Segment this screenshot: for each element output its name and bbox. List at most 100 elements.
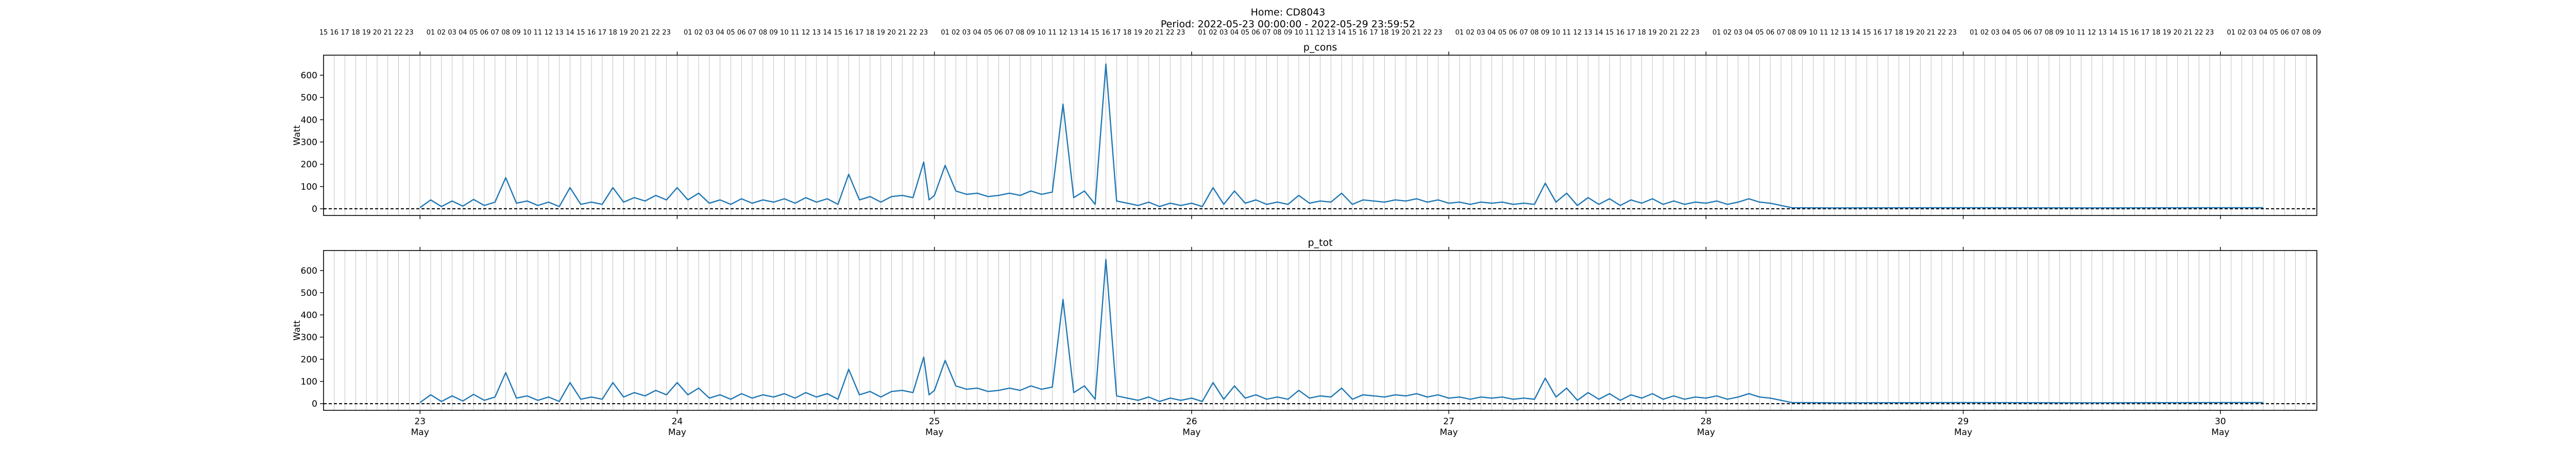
y-tick-label: 300 <box>301 332 317 343</box>
hour-tick-label: 01 <box>684 29 692 37</box>
hour-tick-label: 19 <box>362 29 371 37</box>
hour-tick-label: 14 <box>1852 29 1860 37</box>
hour-tick-label: 17 <box>855 29 864 37</box>
hour-tick-label: 17 <box>1369 29 1378 37</box>
series-line <box>419 63 2263 209</box>
hour-tick-label: 10 <box>523 29 532 37</box>
y-tick-label: 100 <box>301 377 317 387</box>
hour-tick-label: 05 <box>469 29 478 37</box>
y-tick-label: 600 <box>301 266 317 276</box>
hour-tick-label: 19 <box>876 29 885 37</box>
hour-tick-label: 06 <box>1509 29 1518 37</box>
hour-tick-label: 06 <box>480 29 489 37</box>
hour-tick-label: 23 <box>662 29 671 37</box>
hour-tick-label: 08 <box>1787 29 1796 37</box>
hour-tick-label: 03 <box>962 29 971 37</box>
hour-tick-label: 06 <box>1766 29 1775 37</box>
hour-tick-label: 20 <box>887 29 896 37</box>
x-tick-day-label: 28 <box>1701 417 1712 427</box>
hour-tick-label: 12 <box>1316 29 1325 37</box>
hour-tick-label: 18 <box>1123 29 1132 37</box>
hour-tick-label: 23 <box>405 29 414 37</box>
hour-tick-label: 07 <box>2034 29 2043 37</box>
hour-tick-label: 01 <box>427 29 435 37</box>
hour-tick-label: 15 <box>1348 29 1357 37</box>
hour-tick-label: 21 <box>898 29 907 37</box>
hour-tick-label: 21 <box>1927 29 1936 37</box>
hour-tick-label: 13 <box>1841 29 1850 37</box>
y-tick-label: 500 <box>301 93 317 103</box>
hour-tick-label: 13 <box>812 29 821 37</box>
hour-tick-label: 18 <box>1637 29 1646 37</box>
hour-tick-label: 20 <box>1402 29 1411 37</box>
hour-tick-label: 18 <box>2152 29 2161 37</box>
hour-tick-label: 02 <box>952 29 960 37</box>
hour-tick-label: 08 <box>501 29 510 37</box>
hour-tick-label: 01 <box>1970 29 1978 37</box>
hour-tick-label: 18 <box>351 29 360 37</box>
hour-tick-label: 16 <box>330 29 339 37</box>
hour-tick-label: 12 <box>1831 29 1839 37</box>
y-tick-label: 300 <box>301 137 317 147</box>
y-axis-label: Watt <box>292 320 302 341</box>
x-tick-month-label: May <box>925 427 943 438</box>
hour-tick-label: 16 <box>1616 29 1625 37</box>
hour-tick-label: 17 <box>598 29 607 37</box>
chart-panel-p_tot: p_tot0100200300400500600Watt23May24May25… <box>292 237 2317 438</box>
hour-tick-label: 21 <box>1412 29 1421 37</box>
hour-tick-label: 12 <box>1059 29 1067 37</box>
hour-tick-label: 05 <box>1755 29 1764 37</box>
hour-tick-label: 11 <box>1820 29 1828 37</box>
hour-tick-label: 02 <box>1723 29 1732 37</box>
hour-tick-label: 23 <box>920 29 928 37</box>
hour-tick-label: 08 <box>2045 29 2054 37</box>
hour-tick-label: 02 <box>694 29 703 37</box>
y-tick-label: 200 <box>301 355 317 365</box>
hour-tick-label: 14 <box>566 29 574 37</box>
hour-tick-label: 21 <box>1155 29 1164 37</box>
hour-tick-label: 19 <box>619 29 628 37</box>
axes-frame <box>323 250 2317 411</box>
y-tick-label: 400 <box>301 310 317 321</box>
hour-tick-label: 08 <box>1530 29 1539 37</box>
hour-tick-label: 06 <box>994 29 1003 37</box>
hour-tick-label: 22 <box>1938 29 1946 37</box>
x-tick-month-label: May <box>1954 427 1972 438</box>
hour-tick-label: 21 <box>1670 29 1679 37</box>
hour-tick-label: 15 <box>577 29 585 37</box>
hour-tick-label: 03 <box>2248 29 2257 37</box>
hour-tick-label: 22 <box>1680 29 1689 37</box>
hour-tick-label: 16 <box>1101 29 1110 37</box>
x-tick-day-label: 30 <box>2215 417 2226 427</box>
hour-tick-label: 10 <box>1552 29 1561 37</box>
hour-tick-label: 21 <box>641 29 650 37</box>
hour-tick-label: 23 <box>1691 29 1700 37</box>
hour-tick-label: 04 <box>459 29 467 37</box>
hour-tick-label: 12 <box>802 29 810 37</box>
panel-title: p_tot <box>1308 237 1332 248</box>
hour-tick-label: 20 <box>1916 29 1925 37</box>
hour-tick-label: 21 <box>384 29 393 37</box>
hour-tick-label: 23 <box>2206 29 2214 37</box>
hour-tick-label: 05 <box>1498 29 1507 37</box>
hour-tick-label: 11 <box>1563 29 1571 37</box>
hour-tick-label: 18 <box>1894 29 1903 37</box>
hour-tick-label: 03 <box>1477 29 1485 37</box>
x-tick-month-label: May <box>2211 427 2229 438</box>
hour-tick-label: 02 <box>2238 29 2246 37</box>
home-title: Home: CD8043 <box>1251 7 1326 18</box>
hour-tick-label: 15 <box>1862 29 1871 37</box>
hour-tick-label: 06 <box>2023 29 2032 37</box>
hour-tick-label: 23 <box>1177 29 1185 37</box>
hour-tick-label: 10 <box>2066 29 2075 37</box>
hour-tick-label: 01 <box>2227 29 2235 37</box>
hour-tick-label: 09 <box>1541 29 1550 37</box>
hour-tick-label: 03 <box>705 29 714 37</box>
hour-tick-label: 01 <box>1713 29 1721 37</box>
hour-tick-label: 08 <box>1273 29 1282 37</box>
x-tick-day-label: 26 <box>1186 417 1197 427</box>
hour-tick-label: 03 <box>1991 29 2000 37</box>
hour-tick-label: 19 <box>1134 29 1143 37</box>
